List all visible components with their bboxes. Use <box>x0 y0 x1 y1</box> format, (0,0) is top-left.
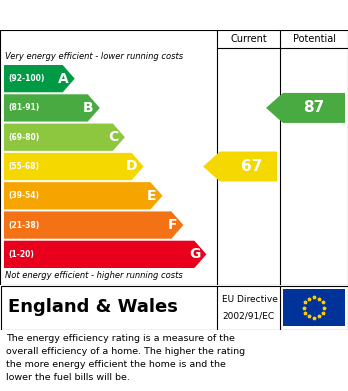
Text: E: E <box>147 189 157 203</box>
Polygon shape <box>4 65 75 92</box>
Text: B: B <box>83 101 94 115</box>
Text: EU Directive: EU Directive <box>222 295 278 304</box>
Text: F: F <box>168 218 177 232</box>
Text: A: A <box>58 72 69 86</box>
Text: (92-100): (92-100) <box>8 74 45 83</box>
Text: (81-91): (81-91) <box>8 104 39 113</box>
Text: G: G <box>189 248 200 261</box>
Bar <box>283 289 345 326</box>
Text: (69-80): (69-80) <box>8 133 39 142</box>
Text: 67: 67 <box>241 159 262 174</box>
Polygon shape <box>4 241 206 268</box>
Polygon shape <box>4 94 100 122</box>
Text: Potential: Potential <box>293 34 335 44</box>
Text: Current: Current <box>230 34 267 44</box>
Text: Not energy efficient - higher running costs: Not energy efficient - higher running co… <box>5 271 183 280</box>
Text: (55-68): (55-68) <box>8 162 39 171</box>
Polygon shape <box>4 153 144 180</box>
Text: (21-38): (21-38) <box>8 221 39 230</box>
Polygon shape <box>4 182 163 210</box>
Polygon shape <box>266 93 345 123</box>
Text: The energy efficiency rating is a measure of the
overall efficiency of a home. T: The energy efficiency rating is a measur… <box>6 334 245 382</box>
Text: C: C <box>109 130 119 144</box>
Text: 2002/91/EC: 2002/91/EC <box>222 311 274 320</box>
Text: (39-54): (39-54) <box>8 191 39 200</box>
Polygon shape <box>4 124 125 151</box>
Text: 87: 87 <box>303 100 325 115</box>
Text: Energy Efficiency Rating: Energy Efficiency Rating <box>8 7 218 23</box>
Text: D: D <box>126 160 138 174</box>
Polygon shape <box>4 212 183 239</box>
Text: Very energy efficient - lower running costs: Very energy efficient - lower running co… <box>5 52 183 61</box>
Text: England & Wales: England & Wales <box>8 298 178 316</box>
Polygon shape <box>203 151 277 181</box>
Text: (1-20): (1-20) <box>8 250 34 259</box>
